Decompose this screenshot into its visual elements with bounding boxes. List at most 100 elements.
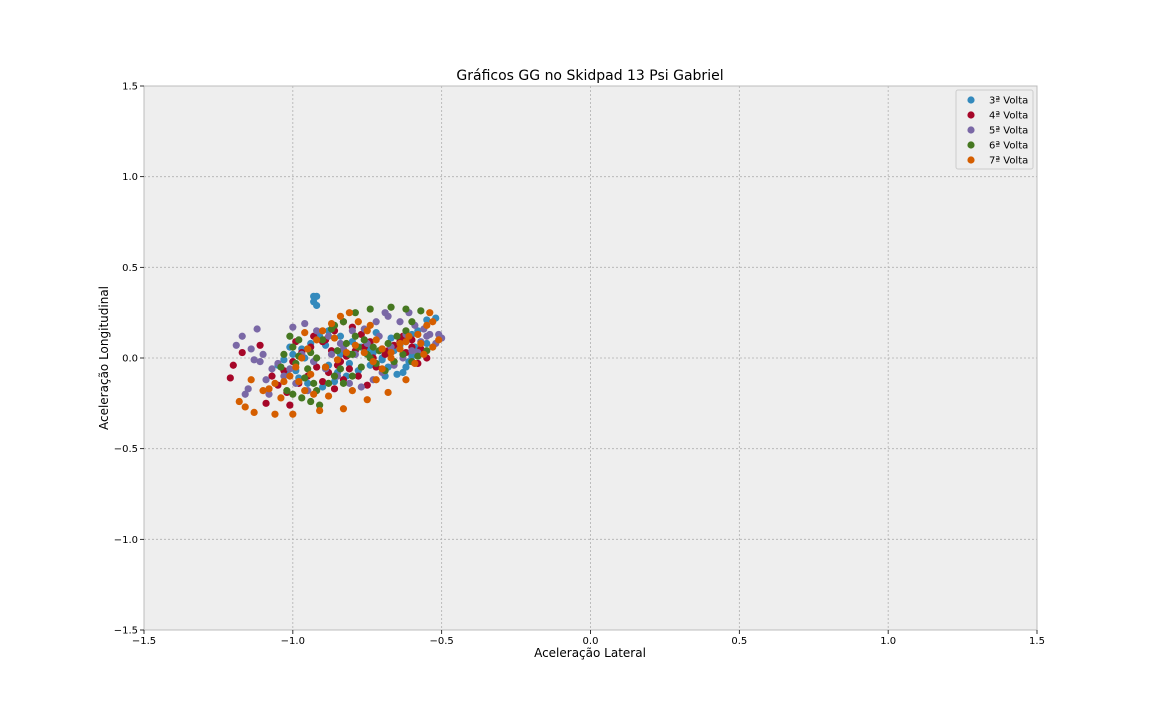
- data-point: [414, 352, 422, 360]
- data-point: [319, 327, 327, 335]
- legend-label: 4ª Volta: [989, 111, 1028, 122]
- data-point: [351, 309, 359, 317]
- data-point: [369, 348, 377, 357]
- data-point: [330, 377, 339, 386]
- data-point: [244, 385, 252, 393]
- data-point: [247, 376, 255, 384]
- data-point: [393, 370, 401, 378]
- legend-label: 3ª Volta: [989, 96, 1028, 107]
- data-point: [247, 345, 255, 353]
- data-point: [396, 318, 404, 326]
- y-axis-label: Aceleração Longitudinal: [97, 286, 111, 430]
- data-point: [369, 343, 377, 351]
- data-point: [304, 365, 312, 373]
- data-point: [384, 312, 392, 320]
- data-point: [360, 336, 368, 344]
- legend-marker: [967, 141, 975, 149]
- data-point: [348, 327, 356, 335]
- data-point: [417, 307, 425, 315]
- x-tick-label: −1.0: [281, 636, 305, 647]
- data-point: [316, 406, 324, 415]
- data-point: [372, 318, 380, 326]
- data-point: [229, 361, 237, 369]
- legend-marker: [967, 96, 975, 104]
- data-point: [396, 345, 404, 353]
- data-point: [301, 329, 309, 337]
- data-point: [307, 397, 315, 406]
- x-tick-label: 0.5: [731, 636, 747, 647]
- data-point: [226, 374, 234, 382]
- data-point: [256, 358, 264, 366]
- data-point: [402, 327, 410, 335]
- data-point: [289, 410, 297, 418]
- data-point: [378, 345, 386, 353]
- data-point: [301, 374, 309, 382]
- data-point: [319, 336, 327, 344]
- data-point: [411, 359, 419, 368]
- data-point: [339, 318, 348, 326]
- data-point: [241, 390, 249, 398]
- data-point: [387, 334, 395, 342]
- data-point: [250, 356, 258, 364]
- data-point: [336, 332, 345, 340]
- data-point: [360, 348, 368, 357]
- data-point: [399, 350, 407, 358]
- data-point: [235, 397, 243, 406]
- data-point: [345, 359, 353, 368]
- data-point: [330, 385, 339, 393]
- data-point: [321, 363, 330, 371]
- data-point: [402, 363, 410, 371]
- y-axis-ticks: −1.5 −1.0 −0.5 0.0 0.5 1.0 1.5: [114, 82, 144, 637]
- data-point: [286, 365, 294, 373]
- data-point: [313, 301, 321, 310]
- data-point: [423, 316, 431, 324]
- data-point: [405, 332, 413, 340]
- data-point: [304, 379, 312, 387]
- data-point: [313, 292, 321, 300]
- data-point: [265, 390, 273, 398]
- data-point: [339, 379, 348, 387]
- data-point: [402, 305, 410, 313]
- data-point: [295, 336, 303, 344]
- data-point: [435, 336, 443, 344]
- data-point: [336, 312, 345, 320]
- data-point: [348, 387, 356, 395]
- legend-marker: [967, 126, 975, 134]
- data-point: [408, 352, 416, 360]
- data-point: [333, 356, 342, 364]
- chart-title: Gráficos GG no Skidpad 13 Psi Gabriel: [456, 68, 723, 84]
- data-point: [280, 350, 288, 358]
- data-point: [351, 332, 359, 340]
- y-tick-label: 1.0: [122, 172, 138, 183]
- data-point: [363, 396, 371, 404]
- data-point: [259, 350, 267, 358]
- data-point: [366, 305, 374, 313]
- x-tick-label: 1.5: [1029, 636, 1045, 647]
- data-point: [292, 363, 300, 371]
- data-point: [324, 392, 333, 400]
- data-point: [399, 368, 407, 377]
- data-point: [414, 330, 422, 339]
- legend-marker: [967, 111, 975, 119]
- data-point: [316, 401, 324, 409]
- data-point: [387, 354, 395, 362]
- data-point: [324, 332, 333, 340]
- data-point: [369, 358, 377, 366]
- data-point: [357, 363, 365, 371]
- data-point: [372, 336, 380, 344]
- legend-box: [955, 89, 1034, 170]
- data-point: [310, 390, 318, 398]
- data-point: [289, 343, 297, 351]
- data-point: [423, 321, 431, 329]
- data-point: [417, 339, 425, 348]
- data-point: [253, 325, 261, 333]
- data-point: [268, 365, 276, 373]
- data-point: [345, 365, 353, 373]
- data-point: [387, 348, 395, 357]
- data-point: [384, 388, 392, 397]
- data-point: [330, 372, 339, 380]
- data-point: [402, 338, 410, 346]
- data-point: [366, 321, 374, 329]
- data-point: [286, 372, 294, 380]
